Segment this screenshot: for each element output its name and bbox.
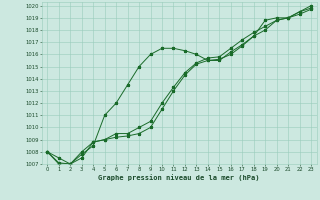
X-axis label: Graphe pression niveau de la mer (hPa): Graphe pression niveau de la mer (hPa)	[99, 174, 260, 181]
